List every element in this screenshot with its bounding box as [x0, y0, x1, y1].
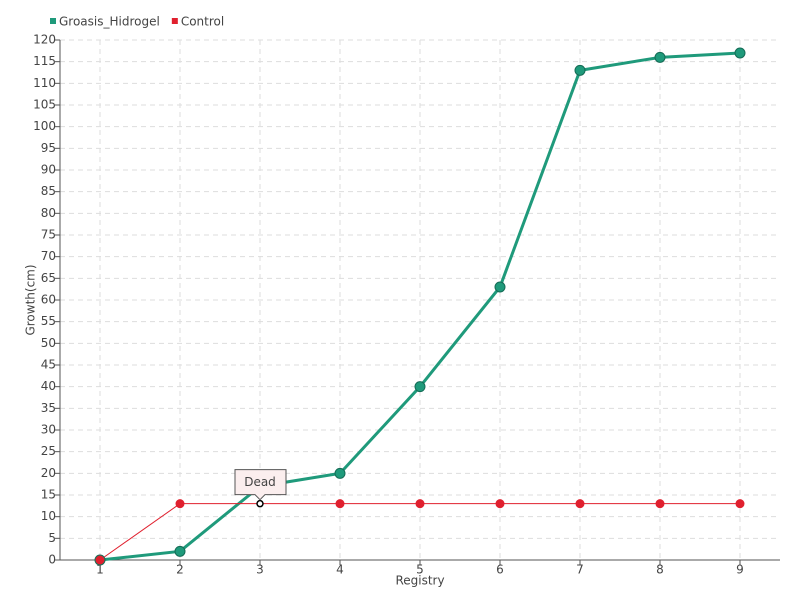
y-tick-label: 120: [33, 33, 56, 47]
x-tick-label: 7: [576, 563, 584, 577]
x-tick-label: 2: [176, 563, 184, 577]
y-tick-label: 20: [41, 466, 56, 480]
y-tick-label: 0: [48, 553, 56, 567]
data-point: [174, 545, 186, 557]
y-tick-label: 25: [41, 444, 56, 458]
data-point: [575, 499, 585, 509]
legend-swatch: [171, 18, 178, 24]
y-tick-label: 115: [33, 54, 56, 68]
data-point: [655, 499, 665, 509]
data-point: [495, 499, 505, 509]
x-tick-label: 9: [736, 563, 744, 577]
x-tick-label: 4: [336, 563, 344, 577]
data-point: [335, 499, 345, 509]
y-axis-label: Growth(cm): [24, 264, 38, 335]
y-tick-label: 65: [41, 271, 56, 285]
y-tick-label: 55: [41, 314, 56, 328]
y-tick-label: 40: [41, 379, 56, 393]
y-tick-label: 105: [33, 98, 56, 112]
y-tick-label: 45: [41, 358, 56, 372]
data-point: [574, 64, 586, 76]
y-tick-label: 110: [33, 76, 56, 90]
legend-label: Control: [181, 15, 224, 29]
x-tick-label: 6: [496, 563, 504, 577]
annotation-text: Dead: [244, 475, 276, 489]
y-tick-label: 90: [41, 163, 56, 177]
x-tick-label: 1: [96, 563, 104, 577]
x-tick-label: 8: [656, 563, 664, 577]
y-tick-label: 15: [41, 488, 56, 502]
y-tick-label: 60: [41, 293, 56, 307]
data-point: [654, 51, 666, 63]
data-point: [415, 499, 425, 509]
y-tick-label: 30: [41, 423, 56, 437]
data-point: [414, 381, 426, 393]
x-tick-label: 3: [256, 563, 264, 577]
y-tick-label: 85: [41, 184, 56, 198]
legend-label: Groasis_Hidrogel: [59, 15, 160, 29]
y-tick-label: 5: [48, 531, 56, 545]
annotation-box: [234, 469, 287, 501]
y-tick-label: 10: [41, 509, 56, 523]
y-tick-label: 35: [41, 401, 56, 415]
data-point: [734, 47, 746, 59]
data-point: [256, 499, 264, 508]
y-tick-label: 95: [41, 141, 56, 155]
data-point: [334, 467, 346, 479]
data-point: [494, 281, 506, 293]
y-tick-label: 75: [41, 228, 56, 242]
y-tick-label: 100: [33, 119, 56, 133]
y-tick-label: 70: [41, 249, 56, 263]
y-tick-label: 80: [41, 206, 56, 220]
x-tick-label: 5: [416, 563, 424, 577]
legend-swatch: [50, 18, 56, 24]
data-point: [735, 499, 745, 509]
data-point: [175, 499, 185, 509]
x-axis-label: Registry: [395, 574, 444, 588]
data-point: [95, 555, 105, 565]
y-tick-label: 50: [41, 336, 56, 350]
